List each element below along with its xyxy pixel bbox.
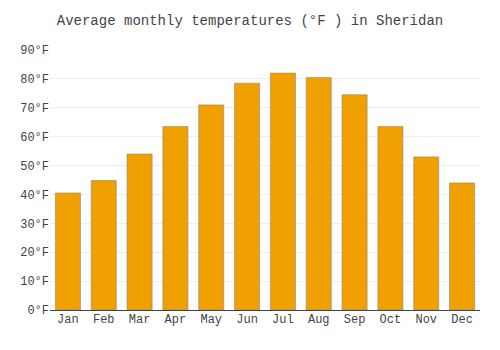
svg-text:Average monthly temperatures (: Average monthly temperatures (°F ) in Sh… xyxy=(57,13,443,29)
svg-text:Sep: Sep xyxy=(344,313,366,327)
svg-text:70°F: 70°F xyxy=(20,102,49,116)
svg-text:20°F: 20°F xyxy=(20,246,49,260)
svg-text:Jul: Jul xyxy=(272,313,294,327)
svg-text:May: May xyxy=(200,313,222,327)
svg-text:Mar: Mar xyxy=(129,313,151,327)
svg-text:40°F: 40°F xyxy=(20,189,49,203)
svg-text:50°F: 50°F xyxy=(20,160,49,174)
svg-text:Feb: Feb xyxy=(93,313,115,327)
svg-text:Jun: Jun xyxy=(236,313,258,327)
svg-text:Jan: Jan xyxy=(57,313,79,327)
svg-text:Dec: Dec xyxy=(451,313,473,327)
svg-text:Aug: Aug xyxy=(308,313,330,327)
svg-text:0°F: 0°F xyxy=(27,304,49,318)
svg-text:60°F: 60°F xyxy=(20,131,49,145)
svg-text:90°F: 90°F xyxy=(20,44,49,58)
svg-text:10°F: 10°F xyxy=(20,275,49,289)
svg-text:Oct: Oct xyxy=(380,313,402,327)
svg-text:80°F: 80°F xyxy=(20,73,49,87)
svg-text:30°F: 30°F xyxy=(20,218,49,232)
svg-text:Nov: Nov xyxy=(415,313,437,327)
svg-text:Apr: Apr xyxy=(165,313,187,327)
